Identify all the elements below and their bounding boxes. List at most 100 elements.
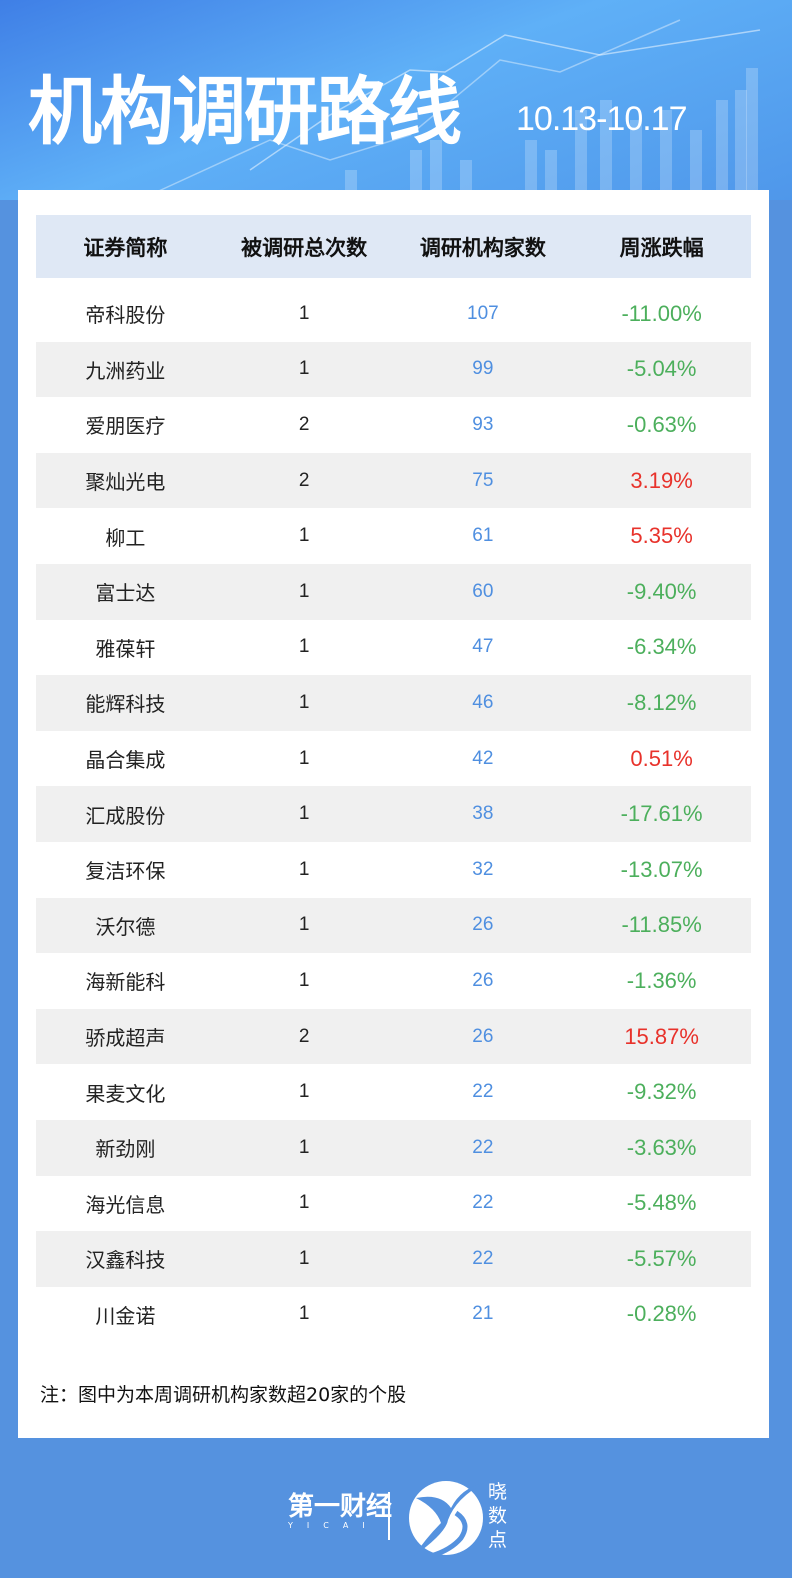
stock-name: 雅葆轩 [95,636,156,661]
org-count: 21 [472,1303,494,1325]
survey-times: 2 [298,413,310,435]
weekly-change: -0.28% [626,1301,697,1327]
yicai-logo: 第一财经 YICAI [288,1486,392,1530]
table-body: 帝科股份 1 107 -11.00% 九洲药业 1 99 -5.04% 爱朋医疗 2 93 -0.63… [36,286,751,1342]
chart-decoration-icon [149,19,761,200]
column-header-orgs: 调研机构家数 [419,235,546,260]
org-count: 22 [472,1247,494,1269]
table-row: 帝科股份 1 107 -11.00% [36,286,751,342]
weekly-change: -9.40% [626,578,697,604]
survey-times: 1 [298,580,310,602]
survey-times: 2 [298,1025,310,1047]
table-row: 复洁环保 1 32 -13.07% [36,842,751,898]
stock-name: 爱朋医疗 [85,414,166,439]
table-row: 晶合集成 1 42 0.51% [36,731,751,787]
org-count: 42 [472,747,494,769]
stock-name: 海光信息 [85,1192,166,1217]
org-count: 22 [472,1081,494,1103]
table-row: 新劲刚 1 22 -3.63% [36,1119,751,1176]
stock-name: 果麦文化 [85,1081,166,1106]
survey-times: 1 [298,747,310,769]
stock-name: 复洁环保 [85,859,166,884]
xiaoshudian-logo-icon [409,1481,484,1558]
table-row: 海新能科 1 26 -1.36% [36,953,751,1009]
org-count: 26 [472,914,494,936]
survey-times: 1 [298,302,310,324]
stock-name: 汉鑫科技 [85,1248,166,1273]
survey-times: 1 [298,914,310,936]
table-row: 富士达 1 60 -9.40% [36,563,751,620]
table-panel: 证券简称 被调研总次数 调研机构家数 周涨跌幅 帝科股份 1 107 -11.00% 九… [18,190,769,1438]
weekly-change: -8.12% [626,689,697,715]
divider [388,1492,390,1540]
stock-name: 富士达 [95,581,156,606]
table-row: 雅葆轩 1 47 -6.34% [36,620,751,676]
survey-times: 1 [298,803,310,825]
org-count: 38 [472,803,494,825]
weekly-change: -5.04% [626,356,697,382]
survey-times: 1 [298,636,310,658]
weekly-change: -6.34% [626,634,697,660]
stock-name: 帝科股份 [85,303,166,328]
stock-name: 川金诺 [95,1303,156,1328]
org-count: 47 [472,636,494,658]
footnote: 注：图中为本周调研机构家数超20家的个股 [40,1384,407,1406]
weekly-change: -5.57% [626,1245,697,1271]
table-row: 爱朋医疗 2 93 -0.63% [36,397,751,453]
survey-times: 1 [298,525,310,547]
table-row: 汉鑫科技 1 22 -5.57% [36,1231,751,1287]
table-row: 沃尔德 1 26 -11.85% [36,897,751,954]
xiaoshudian-logo-text: 晓数点 [488,1481,508,1551]
date-range: 10.13-10.17 [516,100,687,138]
survey-times: 1 [298,1303,310,1325]
weekly-change: -0.63% [626,411,697,437]
survey-times: 1 [298,1247,310,1269]
stock-name: 九洲药业 [85,358,166,383]
stock-name: 沃尔德 [95,914,156,939]
org-count: 22 [472,1192,494,1214]
yicai-logo-sub: YICAI [288,1521,379,1530]
org-count: 22 [472,1136,494,1158]
stock-name: 海新能科 [85,970,166,995]
org-count: 26 [472,1025,494,1047]
stock-name: 柳工 [105,525,146,550]
footer: 第一财经 YICAI 晓数点 [0,1470,792,1560]
org-count: 99 [472,358,494,380]
column-header-change: 周涨跌幅 [619,235,704,260]
weekly-change: -1.36% [626,967,697,993]
org-count: 61 [472,525,494,547]
org-count: 93 [472,413,494,435]
weekly-change: -3.63% [626,1134,697,1160]
table-row: 聚灿光电 2 75 3.19% [36,452,751,509]
org-count: 32 [472,858,494,880]
stock-name: 能辉科技 [85,692,166,717]
org-count: 107 [467,302,499,324]
page-title: 机构调研路线 [28,69,462,155]
table-row: 能辉科技 1 46 -8.12% [36,675,751,731]
weekly-change: -11.00% [621,300,702,326]
stock-name: 汇成股份 [85,803,166,828]
org-count: 75 [472,469,494,491]
table-row: 果麦文化 1 22 -9.32% [36,1064,751,1120]
table-row: 海光信息 1 22 -5.48% [36,1176,751,1232]
org-count: 60 [472,580,494,602]
stock-name: 晶合集成 [85,748,166,773]
weekly-change: 3.19% [630,467,693,493]
table-header: 证券简称 被调研总次数 调研机构家数 周涨跌幅 [36,215,751,278]
weekly-change: 15.87% [624,1023,699,1049]
weekly-change: 5.35% [630,523,693,549]
weekly-change: -9.32% [626,1079,697,1105]
survey-times: 1 [298,358,310,380]
weekly-change: -11.85% [621,912,702,938]
column-header-times: 被调研总次数 [241,235,368,260]
table-row: 川金诺 1 21 -0.28% [36,1287,751,1343]
weekly-change: 0.51% [630,745,693,771]
survey-times: 2 [298,469,310,491]
yicai-logo-text: 第一财经 [288,1492,393,1522]
survey-times: 1 [298,691,310,713]
table-row: 骄成超声 2 26 15.87% [36,1008,751,1065]
weekly-change: -17.61% [620,801,703,827]
org-count: 46 [472,691,494,713]
survey-times: 1 [298,969,310,991]
weekly-change: -5.48% [626,1190,697,1216]
